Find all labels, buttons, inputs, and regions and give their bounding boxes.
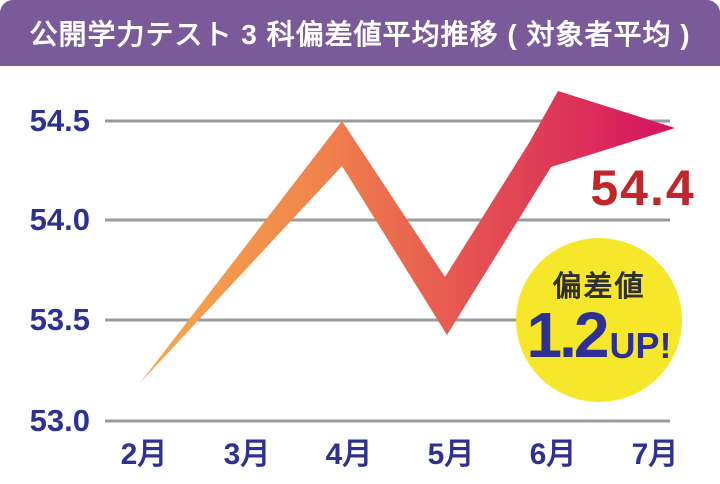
xtick-feb: 2月 <box>120 438 168 471</box>
badge-label: 偏差値 <box>552 270 646 303</box>
xtick-mar: 3月 <box>223 438 271 471</box>
trend-arrow-line <box>140 91 675 383</box>
xtick-may: 5月 <box>427 438 475 471</box>
deviation-up-badge: 偏差値 1.2 UP! <box>516 238 682 402</box>
ytick-53-5: 53.5 <box>29 302 90 337</box>
ytick-54-0: 54.0 <box>29 202 90 237</box>
xtick-jun: 6月 <box>529 438 577 471</box>
ytick-53-0: 53.0 <box>29 403 90 438</box>
title-bar: 公開学力テスト 3 科偏差値平均推移 ( 対象者平均 ) <box>0 0 720 66</box>
end-value-label: 54.4 <box>590 160 696 216</box>
xtick-jul: 7月 <box>631 438 679 471</box>
xtick-apr: 4月 <box>325 438 373 471</box>
badge-value: 1.2 <box>526 298 610 371</box>
badge-suffix: UP! <box>609 325 672 367</box>
chart-title: 公開学力テスト 3 科偏差値平均推移 ( 対象者平均 ) <box>29 19 691 50</box>
ytick-54-5: 54.5 <box>29 103 90 138</box>
badge-value-row: 1.2 UP! <box>526 298 672 371</box>
